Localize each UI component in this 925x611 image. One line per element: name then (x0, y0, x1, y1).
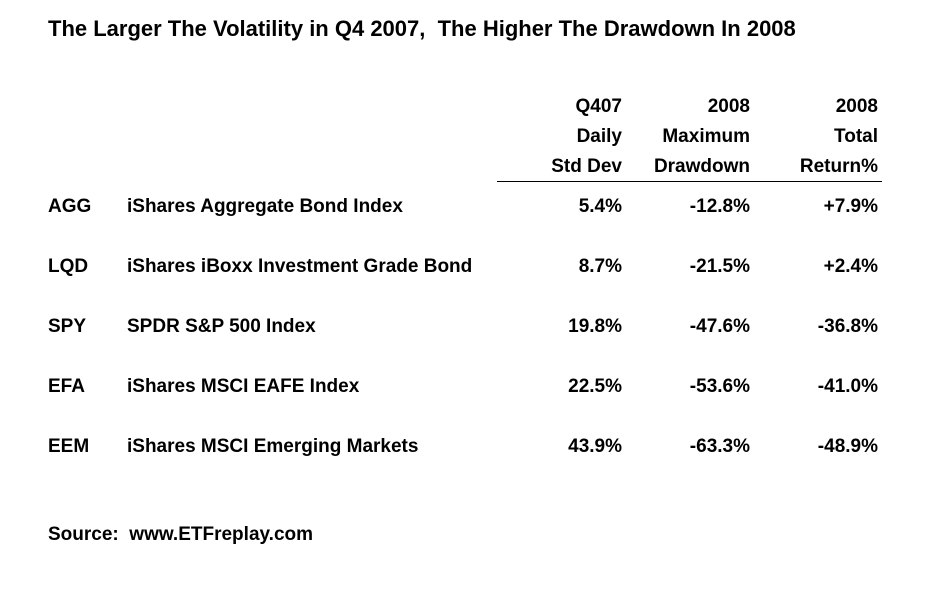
ticker-cell: LQD (48, 256, 89, 277)
column-header-max-drawdown: 2008 Maximum Drawdown (654, 92, 750, 182)
column-header-line: Total (834, 126, 878, 147)
total-return-cell: -48.9% (817, 436, 878, 457)
std-dev-cell: 22.5% (568, 376, 622, 397)
fund-name-cell: iShares Aggregate Bond Index (127, 196, 403, 217)
total-return-cell: -41.0% (817, 376, 878, 397)
chart-title: The Larger The Volatility in Q4 2007, Th… (48, 16, 796, 41)
column-header-line: Q407 (575, 96, 622, 117)
max-drawdown-cell: -12.8% (689, 196, 750, 217)
std-dev-cell: 43.9% (568, 436, 622, 457)
fund-name-cell: SPDR S&P 500 Index (127, 316, 316, 337)
column-header-line: Maximum (662, 126, 750, 147)
total-return-cell: +7.9% (823, 196, 878, 217)
column-header-total-return: 2008 Total Return% (800, 92, 878, 182)
ticker-cell: AGG (48, 196, 92, 217)
column-header-line: 2008 (835, 96, 878, 117)
column-header-line: Drawdown (653, 156, 750, 177)
total-return-cell: +2.4% (823, 256, 878, 277)
max-drawdown-cell: -63.3% (689, 436, 750, 457)
total-return-cell: -36.8% (817, 316, 878, 337)
column-header-line: Daily (576, 126, 622, 147)
ticker-cell: EFA (48, 376, 85, 397)
fund-name-cell: iShares MSCI Emerging Markets (127, 436, 419, 457)
std-dev-cell: 19.8% (568, 316, 622, 337)
max-drawdown-cell: -21.5% (689, 256, 750, 277)
fund-name-cell: iShares MSCI EAFE Index (127, 376, 360, 397)
fund-name-cell: iShares iBoxx Investment Grade Bond (127, 256, 473, 277)
std-dev-cell: 8.7% (578, 256, 622, 277)
ticker-cell: EEM (48, 436, 90, 457)
max-drawdown-cell: -47.6% (689, 316, 750, 337)
source-note: Source: www.ETFreplay.com (48, 524, 314, 545)
std-dev-cell: 5.4% (578, 196, 622, 217)
ticker-cell: SPY (48, 316, 87, 337)
column-header-line: 2008 (707, 96, 750, 117)
max-drawdown-cell: -53.6% (689, 376, 750, 397)
column-header-line: Std Dev (551, 156, 622, 177)
column-header-line: Return% (799, 156, 878, 177)
column-header-std-dev: Q407 Daily Std Dev (551, 92, 622, 182)
header-underline (497, 181, 882, 182)
